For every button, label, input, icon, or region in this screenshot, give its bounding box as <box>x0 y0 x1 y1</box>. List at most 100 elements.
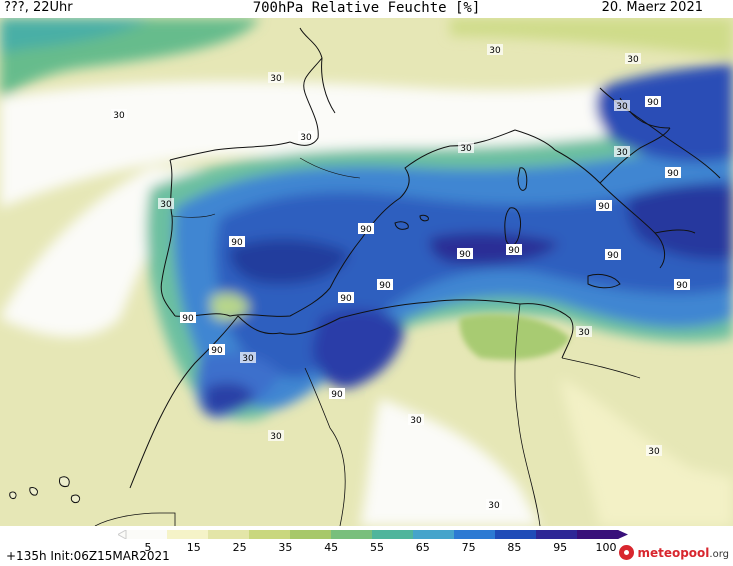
footer: 5 15 25 35 45 55 65 75 85 95 100 +135h Init:06Z15M… <box>0 526 733 566</box>
colorbar-segment <box>290 530 332 539</box>
humidity-colorbar <box>118 530 628 539</box>
contour-label: 30 <box>111 109 127 121</box>
contour-label: 30 <box>240 352 256 364</box>
colorbar-max-arrow <box>618 530 628 539</box>
contour-label: 90 <box>209 344 225 356</box>
colorbar-tick-label: 65 <box>415 541 430 554</box>
svg-text:30: 30 <box>648 447 660 457</box>
colorbar-segment <box>372 530 414 539</box>
contour-label: 30 <box>625 53 641 65</box>
svg-text:90: 90 <box>379 281 391 291</box>
svg-text:90: 90 <box>459 250 471 260</box>
svg-text:90: 90 <box>598 202 610 212</box>
svg-text:90: 90 <box>182 314 194 324</box>
svg-text:90: 90 <box>331 390 343 400</box>
colorbar-tick-label: 55 <box>370 541 384 554</box>
colorbar-tick-label: 15 <box>186 541 201 554</box>
svg-text:30: 30 <box>616 102 628 112</box>
svg-text:90: 90 <box>360 225 372 235</box>
header: ???, 22Uhr 700hPa Relative Feuchte [%] 2… <box>0 0 733 18</box>
svg-text:30: 30 <box>627 55 639 65</box>
contour-label: 90 <box>596 200 612 212</box>
contour-label: 90 <box>665 167 681 179</box>
contour-label: 30 <box>458 142 474 154</box>
brand-tld: .org <box>709 548 729 560</box>
svg-text:30: 30 <box>270 432 282 442</box>
colorbar-segment <box>454 530 496 539</box>
svg-text:90: 90 <box>607 251 619 261</box>
svg-text:90: 90 <box>667 169 679 179</box>
contour-label: 90 <box>229 236 245 248</box>
svg-text:30: 30 <box>578 328 590 338</box>
colorbar-tick-label: 45 <box>324 541 339 554</box>
meteopool-logo: meteopool.org <box>619 545 729 560</box>
svg-text:30: 30 <box>113 111 125 121</box>
svg-text:90: 90 <box>647 98 659 108</box>
svg-text:90: 90 <box>211 346 223 356</box>
contour-label: 30 <box>487 44 503 56</box>
colorbar-tick-label: 35 <box>278 541 293 554</box>
contour-label: 90 <box>506 244 522 256</box>
colorbar-segment <box>331 530 373 539</box>
map-title: 700hPa Relative Feuchte [%] <box>252 0 481 16</box>
humidity-map: 30 30 30 30 30 30 30 30 30 30 30 30 30 3… <box>0 18 733 526</box>
colorbar-tick-label: 95 <box>553 541 568 554</box>
svg-text:90: 90 <box>231 238 243 248</box>
valid-time-label: ???, 22Uhr <box>4 0 73 15</box>
contour-label: 30 <box>268 430 284 442</box>
colorbar-segment <box>495 530 537 539</box>
svg-text:30: 30 <box>460 144 472 154</box>
run-info: +135h Init:06Z15MAR2021 <box>6 549 170 563</box>
contour-label: 30 <box>158 198 174 210</box>
contour-label: 90 <box>505 245 521 257</box>
colorbar-segment <box>208 530 250 539</box>
contour-label: 30 <box>268 72 284 84</box>
colorbar-tick-label: 25 <box>232 541 247 554</box>
brand-text: meteopool.org <box>637 546 729 560</box>
contour-label: 90 <box>605 249 621 261</box>
svg-text:90: 90 <box>508 246 520 256</box>
contour-label: 90 <box>377 279 393 291</box>
contour-label: 90 <box>457 248 473 260</box>
contour-label: 30 <box>646 445 662 457</box>
contour-label: 30 <box>408 414 424 426</box>
contour-label: 30 <box>614 146 630 158</box>
svg-text:30: 30 <box>160 200 172 210</box>
contour-label: 90 <box>358 223 374 235</box>
colorbar-tick-label: 75 <box>461 541 476 554</box>
meteopool-icon <box>619 545 635 560</box>
svg-text:90: 90 <box>232 238 244 248</box>
humidity-field <box>0 18 733 526</box>
svg-text:30: 30 <box>242 354 254 364</box>
contour-label: 30 <box>614 100 630 112</box>
contour-labels: 30 30 30 30 30 30 30 30 30 30 30 30 30 3… <box>111 44 690 511</box>
contour-label: 30 <box>486 499 502 511</box>
svg-text:30: 30 <box>410 416 422 426</box>
colorbar-segment <box>577 530 619 539</box>
colorbar-min-arrow <box>118 530 127 539</box>
colorbar-segment <box>167 530 209 539</box>
colorbar-segment <box>126 530 168 539</box>
svg-text:90: 90 <box>340 294 352 304</box>
svg-text:90: 90 <box>507 247 519 257</box>
svg-text:90: 90 <box>676 281 688 291</box>
contour-label: 30 <box>298 131 314 143</box>
colorbar-tick-label: 100 <box>595 541 617 554</box>
brand-name: meteopool <box>637 545 710 560</box>
colorbar-segment <box>249 530 291 539</box>
contour-label: 90 <box>329 388 345 400</box>
svg-text:30: 30 <box>489 46 501 56</box>
contour-label: 30 <box>576 326 592 338</box>
colorbar-tick-label: 85 <box>507 541 522 554</box>
colorbar-segment <box>536 530 578 539</box>
contour-label: 90 <box>645 96 661 108</box>
contour-label: 90 <box>338 292 354 304</box>
forecast-date: 20. Maerz 2021 <box>601 0 703 15</box>
contour-label: 90 <box>230 236 246 248</box>
contour-label: 90 <box>180 312 196 324</box>
svg-text:30: 30 <box>488 501 500 511</box>
colorbar-tick-label: 5 <box>144 541 152 554</box>
colorbar-segment <box>413 530 455 539</box>
svg-text:30: 30 <box>270 74 282 84</box>
svg-text:30: 30 <box>300 133 312 143</box>
